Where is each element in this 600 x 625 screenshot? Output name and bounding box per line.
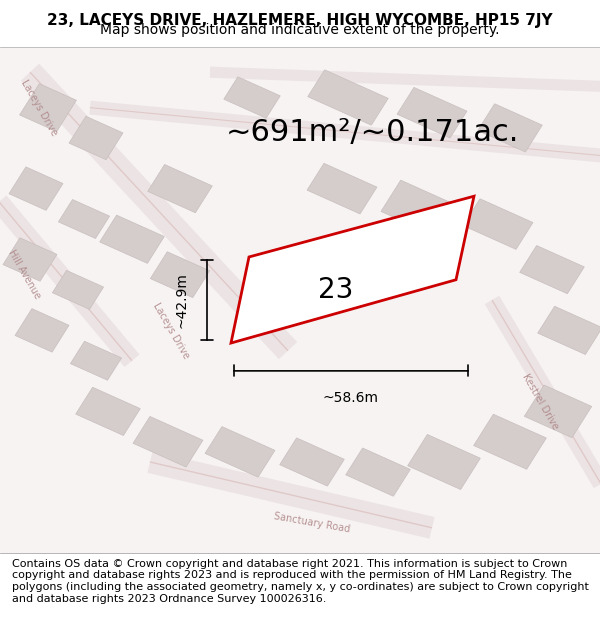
Polygon shape	[407, 434, 481, 489]
Text: Contains OS data © Crown copyright and database right 2021. This information is : Contains OS data © Crown copyright and d…	[12, 559, 589, 604]
Polygon shape	[205, 427, 275, 477]
Text: ~58.6m: ~58.6m	[323, 391, 379, 405]
Polygon shape	[478, 104, 542, 152]
Polygon shape	[231, 196, 474, 343]
Text: Laceys Drive: Laceys Drive	[151, 301, 191, 360]
Polygon shape	[538, 306, 600, 354]
Text: Kestrel Drive: Kestrel Drive	[520, 372, 560, 431]
Text: ~42.9m: ~42.9m	[175, 272, 189, 328]
Polygon shape	[148, 164, 212, 212]
Text: Sanctuary Road: Sanctuary Road	[273, 511, 351, 534]
Polygon shape	[397, 88, 467, 138]
Polygon shape	[524, 385, 592, 438]
Polygon shape	[346, 448, 410, 496]
Polygon shape	[58, 199, 110, 239]
Polygon shape	[307, 163, 377, 214]
Text: Hill Avenue: Hill Avenue	[6, 248, 42, 301]
Polygon shape	[15, 309, 69, 352]
Polygon shape	[9, 167, 63, 211]
Polygon shape	[76, 388, 140, 436]
Polygon shape	[463, 199, 533, 249]
Text: ~691m²/~0.171ac.: ~691m²/~0.171ac.	[226, 119, 518, 148]
Polygon shape	[520, 246, 584, 294]
Polygon shape	[280, 438, 344, 486]
Polygon shape	[381, 180, 459, 238]
Polygon shape	[224, 77, 280, 118]
Text: Map shows position and indicative extent of the property.: Map shows position and indicative extent…	[100, 22, 500, 36]
Polygon shape	[133, 416, 203, 467]
Text: 23: 23	[319, 276, 353, 304]
Text: Laceys Drive: Laceys Drive	[19, 78, 59, 138]
Polygon shape	[69, 116, 123, 160]
Polygon shape	[100, 215, 164, 263]
Polygon shape	[70, 341, 122, 380]
Polygon shape	[20, 84, 76, 132]
Polygon shape	[308, 70, 388, 125]
Polygon shape	[151, 252, 209, 298]
Polygon shape	[473, 414, 547, 469]
Polygon shape	[52, 271, 104, 309]
Polygon shape	[3, 238, 57, 281]
Text: 23, LACEYS DRIVE, HAZLEMERE, HIGH WYCOMBE, HP15 7JY: 23, LACEYS DRIVE, HAZLEMERE, HIGH WYCOMB…	[47, 13, 553, 28]
